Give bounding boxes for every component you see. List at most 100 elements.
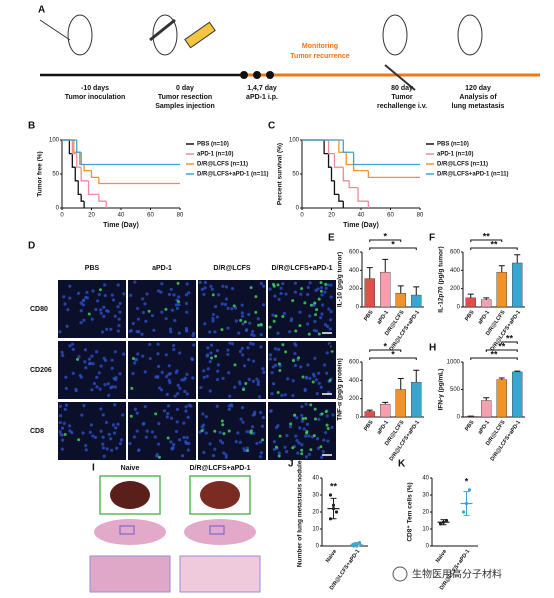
y-tick-label: 0 [356, 305, 360, 311]
nucleus [259, 451, 264, 455]
nucleus [58, 330, 62, 334]
signal [166, 436, 170, 440]
nucleus [133, 407, 137, 411]
nucleus [289, 319, 293, 323]
nucleus [67, 424, 72, 428]
error-bar [353, 542, 360, 547]
nucleus [68, 344, 72, 348]
error-bar [498, 377, 505, 380]
nucleus [273, 357, 277, 361]
survival-step [367, 170, 420, 179]
nucleus [245, 446, 249, 450]
nucleus [184, 301, 189, 306]
nucleus [245, 328, 249, 332]
nucleus [144, 319, 148, 323]
nucleus [156, 342, 160, 346]
nucleus [118, 442, 123, 446]
y-axis-label: Percent survival (%) [277, 143, 284, 205]
signal [319, 289, 323, 293]
nucleus [259, 345, 263, 349]
nucleus [62, 295, 66, 299]
nucleus [171, 446, 175, 450]
nucleus [100, 330, 105, 334]
nucleus [313, 320, 317, 324]
nucleus [144, 435, 148, 439]
group-label: Naive [121, 465, 140, 472]
watermark-icon [392, 566, 408, 582]
nucleus [252, 359, 256, 363]
nucleus [202, 450, 206, 455]
nucleus [109, 386, 113, 390]
y-tick-label: 600 [349, 360, 360, 366]
survival-step [342, 167, 350, 182]
signal [293, 413, 297, 417]
nucleus [283, 445, 287, 449]
nucleus [172, 442, 176, 447]
nucleus [224, 297, 229, 301]
nucleus [95, 385, 99, 389]
nucleus [247, 312, 251, 317]
legend-label: aPD-1 (n=10) [437, 152, 474, 158]
sig-bracket [369, 239, 402, 242]
nucleus [221, 376, 225, 380]
x-tick-label: 40 [358, 213, 365, 219]
signal [249, 429, 253, 433]
nucleus [279, 291, 283, 296]
nucleus [213, 330, 217, 334]
signal [281, 343, 285, 347]
nucleus [156, 289, 161, 293]
nucleus [93, 435, 98, 440]
nucleus [268, 287, 272, 291]
nucleus [145, 429, 149, 433]
nucleus [160, 282, 164, 286]
nucleus [128, 441, 132, 446]
bar [481, 400, 492, 418]
nucleus [110, 366, 114, 370]
nucleus [153, 435, 157, 439]
nucleus [306, 322, 310, 326]
y-tick-label: 30 [312, 493, 319, 499]
nucleus [107, 432, 111, 436]
nucleus [114, 426, 118, 430]
signal [319, 445, 323, 449]
nuclei [269, 402, 335, 459]
nucleus [282, 311, 286, 315]
event-label: Analysis of [459, 94, 497, 101]
nucleus [283, 393, 287, 397]
legend-label: aPD-1 (n=10) [197, 152, 234, 158]
signal [272, 284, 276, 288]
monitor-text: Tumor recurrence [290, 53, 349, 60]
bar [380, 403, 391, 418]
nucleus [176, 383, 180, 387]
y-axis-label: IFN-γ (pg/mL) [438, 369, 445, 411]
lung [110, 481, 150, 509]
error-bar [330, 497, 337, 520]
nucleus [172, 347, 176, 352]
nucleus [180, 454, 185, 458]
nucleus [300, 413, 304, 418]
bar [512, 371, 523, 418]
nucleus [222, 451, 226, 455]
nucleus [178, 386, 182, 390]
nuclei [268, 342, 334, 398]
signal [300, 448, 304, 452]
nucleus [323, 431, 328, 435]
nucleus [304, 434, 308, 438]
nucleus [211, 312, 216, 317]
event-label: aPD-1 i.p. [246, 94, 278, 101]
nucleus [326, 439, 330, 443]
nucleus [208, 330, 212, 334]
nucleus [279, 286, 283, 290]
nucleus [208, 359, 212, 364]
nucleus [321, 450, 325, 454]
signal [313, 301, 317, 305]
signal [220, 419, 224, 423]
y-axis-label: Tumor free (%) [37, 151, 44, 196]
panel-label: D [28, 241, 35, 252]
error-bar [366, 267, 373, 279]
nucleus [216, 363, 221, 367]
nucleus [303, 387, 307, 392]
nucleus [226, 326, 230, 330]
nucleus [117, 317, 121, 321]
sig-label: * [391, 239, 395, 249]
